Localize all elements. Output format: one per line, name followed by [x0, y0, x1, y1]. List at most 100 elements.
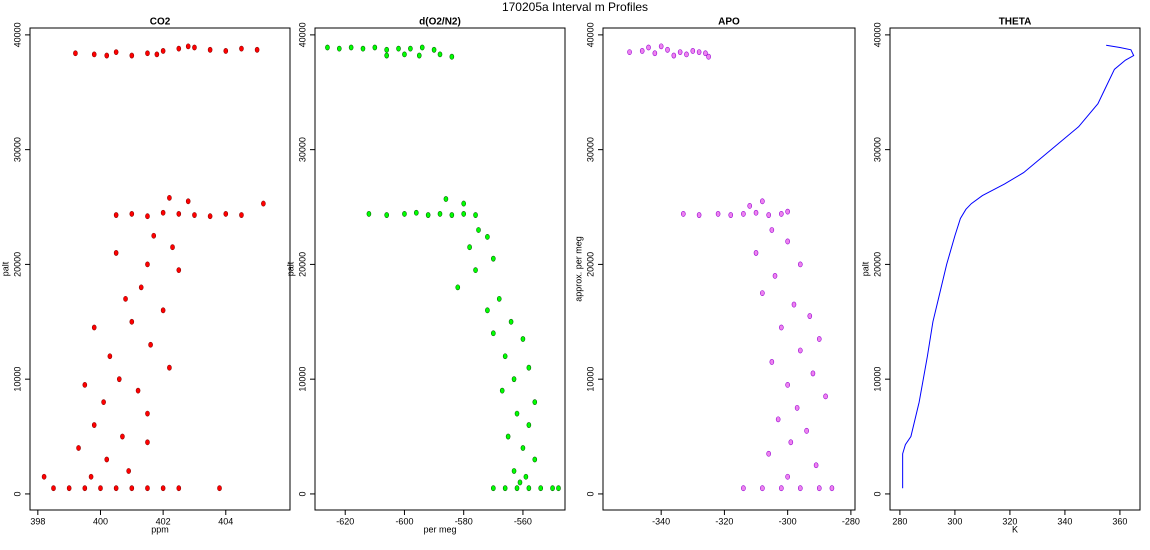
y-tick-label: 30000 — [12, 137, 22, 162]
point — [766, 212, 771, 218]
point — [681, 211, 686, 217]
point — [154, 51, 160, 58]
plot-area — [41, 43, 266, 492]
point — [532, 399, 538, 406]
y-tick-label: 40000 — [12, 22, 22, 47]
point — [785, 238, 790, 245]
point — [473, 212, 478, 218]
point — [261, 200, 266, 207]
point — [145, 213, 150, 220]
point — [785, 382, 790, 388]
point — [160, 307, 166, 314]
point — [113, 485, 119, 492]
point — [135, 387, 141, 394]
point — [91, 422, 97, 428]
x-tick-label: -580 — [455, 516, 473, 526]
point — [416, 52, 422, 59]
point — [788, 439, 794, 446]
point — [473, 267, 478, 274]
x-tick-label: -600 — [395, 516, 413, 526]
point — [402, 211, 407, 217]
point — [101, 399, 106, 406]
point — [402, 51, 407, 58]
point — [502, 485, 508, 492]
point — [113, 250, 119, 256]
point — [556, 485, 561, 492]
point — [408, 45, 413, 52]
point — [129, 52, 135, 59]
point — [113, 212, 119, 218]
point — [88, 473, 94, 480]
point — [145, 261, 150, 268]
point — [476, 227, 481, 233]
point — [517, 479, 523, 486]
point — [73, 50, 78, 57]
y-tick-label: 0 — [872, 491, 882, 496]
point — [145, 50, 150, 57]
point — [384, 52, 389, 59]
y-tick-label: 20000 — [297, 252, 307, 277]
point — [414, 209, 419, 216]
point — [505, 433, 511, 440]
point — [151, 232, 157, 239]
panel-title: THETA — [999, 17, 1032, 28]
y-tick-label: 10000 — [12, 367, 22, 392]
point — [785, 473, 790, 480]
point — [684, 51, 689, 58]
point — [384, 46, 389, 53]
point — [160, 48, 166, 54]
y-tick-label: 0 — [585, 491, 595, 496]
point — [526, 364, 532, 371]
point — [807, 313, 813, 319]
x-tick-label: -320 — [715, 516, 733, 526]
x-tick-label: 280 — [892, 516, 907, 526]
x-axis-label: K — [1012, 524, 1018, 534]
point — [176, 45, 182, 52]
point — [116, 376, 122, 383]
point — [372, 44, 378, 51]
point — [715, 211, 721, 217]
point — [145, 410, 150, 417]
point — [461, 211, 466, 217]
point — [760, 290, 765, 296]
point — [532, 456, 538, 463]
point — [145, 485, 150, 492]
point — [176, 267, 182, 274]
point — [520, 445, 526, 451]
point — [769, 227, 775, 233]
point — [747, 202, 753, 209]
point — [804, 427, 809, 434]
point — [419, 44, 425, 51]
point — [207, 46, 213, 53]
point — [760, 485, 765, 492]
point — [129, 211, 135, 217]
point — [785, 208, 790, 215]
point — [129, 485, 135, 492]
point — [449, 212, 455, 218]
x-tick-label: 300 — [947, 516, 962, 526]
x-tick-label: -560 — [514, 516, 532, 526]
x-tick-label: 360 — [1112, 516, 1127, 526]
point — [690, 48, 696, 54]
point — [325, 44, 330, 51]
point — [160, 485, 166, 492]
point — [772, 272, 778, 279]
profile-line — [902, 44, 1135, 489]
point — [514, 485, 520, 492]
point — [76, 445, 81, 451]
point — [753, 250, 759, 256]
point — [82, 485, 88, 492]
point — [550, 485, 555, 492]
point — [741, 485, 746, 492]
point — [775, 416, 781, 423]
point — [696, 49, 702, 55]
point — [192, 212, 197, 218]
point — [511, 376, 517, 383]
point — [104, 456, 110, 463]
point — [126, 468, 131, 474]
y-tick-label: 40000 — [872, 22, 882, 47]
point — [360, 45, 366, 52]
point — [502, 353, 508, 360]
point — [741, 211, 746, 217]
point — [138, 284, 144, 291]
